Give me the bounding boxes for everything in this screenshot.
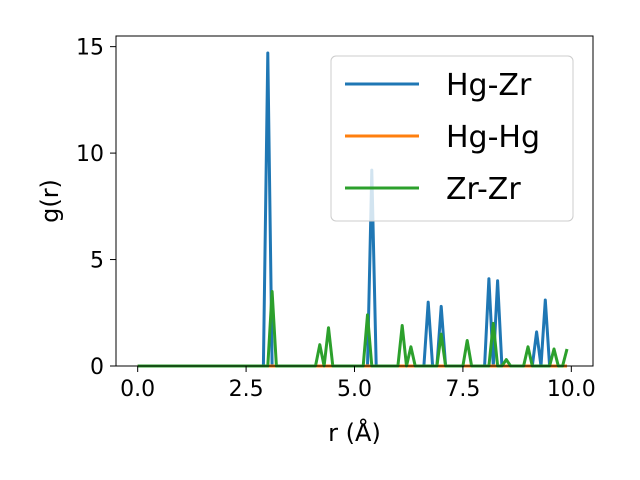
- x-tick-label: 10.0: [547, 377, 596, 402]
- y-tick-label: 5: [90, 249, 104, 274]
- legend-box: [330, 55, 574, 222]
- legend: Hg-Zr Hg-Hg Zr-Zr: [330, 55, 574, 222]
- y-tick-label: 0: [90, 355, 104, 380]
- x-axis: 0.0 2.5 5.0 7.5 10.0: [120, 366, 596, 402]
- legend-label: Hg-Zr: [446, 68, 532, 103]
- y-tick-label: 15: [76, 36, 104, 61]
- y-tick-label: 10: [76, 142, 104, 167]
- x-axis-label: r (Å): [328, 418, 381, 447]
- x-tick-label: 7.5: [445, 377, 480, 402]
- legend-label: Hg-Hg: [446, 120, 540, 155]
- y-axis: 0 5 10 15: [76, 36, 116, 380]
- x-tick-label: 5.0: [337, 377, 372, 402]
- x-tick-label: 2.5: [229, 377, 264, 402]
- legend-label: Zr-Zr: [446, 172, 521, 207]
- y-axis-label: g(r): [36, 179, 64, 223]
- x-tick-label: 0.0: [120, 377, 155, 402]
